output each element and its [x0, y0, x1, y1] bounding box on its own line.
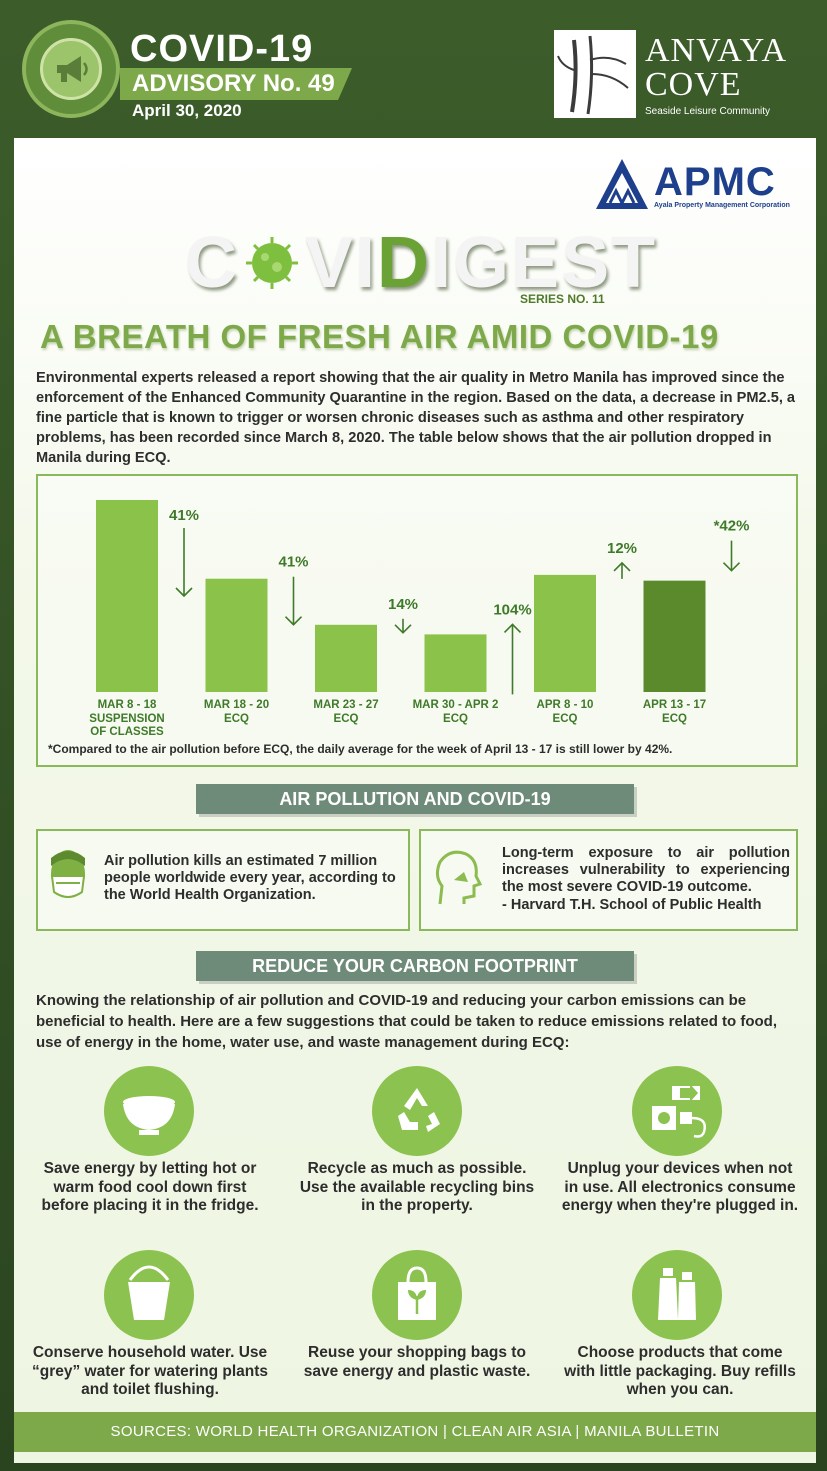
chart-sublabel-1-b: OF CLASSES — [90, 726, 164, 738]
covidigest-title: C VIDIGEST — [185, 222, 657, 304]
chart-category-label-5: APR 8 - 10 — [537, 699, 594, 711]
brand-tagline: Seaside Leisure Community — [645, 106, 771, 117]
chart-arrow-down-6 — [722, 540, 741, 572]
apmc-logo — [592, 155, 792, 215]
info-text-right: Long-term exposure to air pollution incr… — [502, 845, 790, 895]
info-box-right — [419, 829, 798, 931]
brand-line2: COVE — [645, 66, 742, 103]
title-part-vi: VI — [305, 223, 378, 303]
chart-category-label-2: MAR 18 - 20 — [204, 699, 269, 711]
bucket-icon — [104, 1250, 194, 1340]
anvaya-logo — [554, 30, 636, 118]
tip-text-2: Recycle as much as possible. Use the ava… — [299, 1160, 535, 1214]
megaphone-icon — [40, 38, 102, 100]
head-profile-icon — [430, 846, 486, 915]
intro-paragraph: Environmental experts released a report … — [36, 370, 796, 466]
chart-arrow-down-2 — [284, 576, 303, 626]
chart-sublabel-3: ECQ — [334, 713, 359, 725]
title-part-d: D — [377, 223, 432, 303]
section-banner-reduce: REDUCE YOUR CARBON FOOTPRINT — [196, 951, 634, 981]
chart-arrow-up-5 — [613, 561, 631, 579]
chart-sublabel-2: ECQ — [224, 713, 249, 725]
chart-bar-6 — [643, 580, 706, 692]
megaphone-badge — [22, 20, 120, 118]
chart-category-label-1: MAR 8 - 18 — [98, 699, 157, 711]
chart-bar-5 — [534, 574, 596, 692]
series-number: SERIES NO. 11 — [520, 292, 605, 306]
reduce-intro: Knowing the relationship of air pollutio… — [36, 992, 777, 1051]
chart-bar-4 — [424, 634, 487, 692]
section-banner-air: AIR POLLUTION AND COVID-19 — [196, 784, 634, 814]
chart-arrow-down-3 — [394, 618, 412, 634]
chart-category-label-6: APR 13 - 17 — [643, 699, 706, 711]
chart-category-label-3: MAR 23 - 27 — [313, 699, 378, 711]
chart-sublabel-1: SUSPENSION — [89, 713, 164, 725]
tip-text-6: Choose products that come with little pa… — [564, 1344, 796, 1398]
chart-change-label-6: *42% — [714, 518, 750, 535]
covid-title: COVID-19 — [130, 28, 314, 70]
shopping-bag-icon — [372, 1250, 462, 1340]
virus-icon — [239, 228, 305, 289]
info-box-left — [36, 829, 410, 931]
tip-text-5: Reuse your shopping bags to save energy … — [303, 1344, 531, 1380]
chart-arrow-down-1 — [175, 528, 193, 598]
apmc-fullname: Ayala Property Management Corporation — [654, 202, 790, 209]
bowl-icon — [104, 1066, 194, 1156]
headline: A BREATH OF FRESH AIR AMID COVID-19 — [40, 318, 719, 355]
recycle-icon — [372, 1066, 462, 1156]
chart-category-label-4: MAR 30 - APR 2 — [413, 699, 499, 711]
chart-change-label-5: 12% — [607, 540, 637, 557]
face-mask-icon — [46, 846, 90, 915]
apmc-name: APMC — [654, 160, 776, 204]
info-text-left: Air pollution kills an estimated 7 milli… — [104, 853, 396, 903]
title-part-c: C — [185, 223, 239, 303]
chart-change-label-4: 104% — [493, 601, 531, 618]
chart-bar-2 — [205, 578, 268, 692]
title-part-igest: IGEST — [431, 223, 658, 303]
chart-change-label-3: 14% — [388, 596, 418, 613]
chart-change-label-1: 41% — [169, 507, 199, 524]
info-source-right: - Harvard T.H. School of Public Health — [502, 897, 762, 913]
chart-bar-3 — [315, 624, 377, 692]
tip-text-4: Conserve household water. Use “grey” wat… — [32, 1344, 268, 1398]
chart-footnote: *Compared to the air pollution before EC… — [48, 742, 673, 756]
tip-text-3: Unplug your devices when not in use. All… — [561, 1160, 799, 1214]
chart-change-label-2: 41% — [278, 554, 308, 571]
sources-footer: SOURCES: WORLD HEALTH ORGANIZATION | CLE… — [14, 1412, 816, 1452]
tip-text-1: Save energy by letting hot or warm food … — [41, 1160, 259, 1214]
chart-arrow-up-4 — [503, 623, 522, 695]
chart-sublabel-6: ECQ — [662, 713, 687, 725]
chart-bar-1 — [96, 500, 158, 692]
chart-sublabel-4: ECQ — [443, 713, 468, 725]
bottles-icon — [632, 1250, 722, 1340]
brand-line1: ANVAYA — [645, 32, 788, 69]
advisory-date: April 30, 2020 — [132, 101, 242, 120]
plug-icon — [632, 1066, 722, 1156]
chart-sublabel-5: ECQ — [553, 713, 578, 725]
advisory-label: ADVISORY No. 49 — [120, 68, 352, 100]
brand-name: ANVAYA COVE — [645, 34, 787, 102]
